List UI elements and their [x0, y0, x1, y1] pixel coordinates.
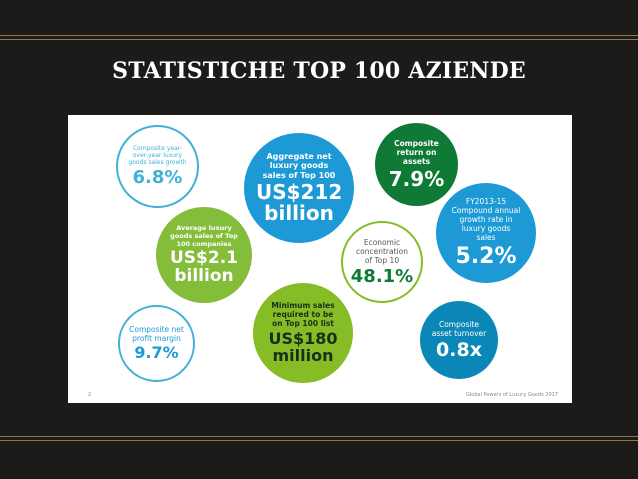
stat-value: US$180 million	[268, 329, 338, 365]
stat-value: 5.2%	[455, 244, 517, 270]
stat-value: US$212 billion	[256, 180, 343, 226]
stat-label: Aggregate net luxury goods sales of Top …	[262, 151, 336, 180]
stat-label: Economic concentration of Top 10	[356, 237, 408, 265]
stat-yoy-growth: Composite year-over-year luxury goods sa…	[116, 125, 199, 208]
stat-minimum-sales: Minimum sales required to be on Top 100 …	[253, 283, 353, 383]
source-note: Global Powers of Luxury Goods 2017	[466, 392, 558, 398]
stat-return-on-assets: Composite return on assets 7.9%	[375, 123, 458, 206]
stat-economic-concentration: Economic concentration of Top 10 48.1%	[341, 221, 423, 303]
stat-compound-growth: FY2013-15 Compound annual growth rate in…	[436, 183, 536, 283]
stat-label: FY2013-15 Compound annual growth rate in…	[451, 197, 521, 243]
stat-asset-turnover: Composite asset turnover 0.8x	[420, 301, 498, 379]
stat-value: 48.1%	[350, 265, 414, 287]
stat-label: Composite return on assets	[394, 139, 439, 166]
stat-value: 0.8x	[436, 338, 482, 361]
stat-value: 7.9%	[388, 167, 445, 191]
stat-label: Composite asset turnover	[431, 319, 487, 338]
slide-title: STATISTICHE TOP 100 AZIENDE	[112, 58, 526, 84]
bottom-rule-1	[0, 436, 638, 437]
top-rule-1	[0, 35, 638, 36]
stat-value: 6.8%	[132, 167, 183, 189]
stat-label: Minimum sales required to be on Top 100 …	[271, 301, 335, 329]
stat-label: Composite net profit margin	[129, 325, 184, 344]
stat-aggregate-sales: Aggregate net luxury goods sales of Top …	[244, 133, 354, 243]
stat-value: 9.7%	[134, 343, 179, 363]
stat-label: Composite year-over-year luxury goods sa…	[128, 145, 187, 167]
stat-average-sales: Average luxury goods sales of Top 100 co…	[156, 207, 252, 303]
bottom-rule-2	[0, 440, 638, 441]
page-number: 2	[88, 392, 92, 398]
stat-label: Average luxury goods sales of Top 100 co…	[170, 224, 238, 249]
stat-net-profit-margin: Composite net profit margin 9.7%	[118, 305, 195, 382]
top-rule-2	[0, 39, 638, 40]
infographic-slide: Composite year-over-year luxury goods sa…	[68, 115, 572, 403]
stat-value: US$2.1 billion	[170, 248, 238, 286]
